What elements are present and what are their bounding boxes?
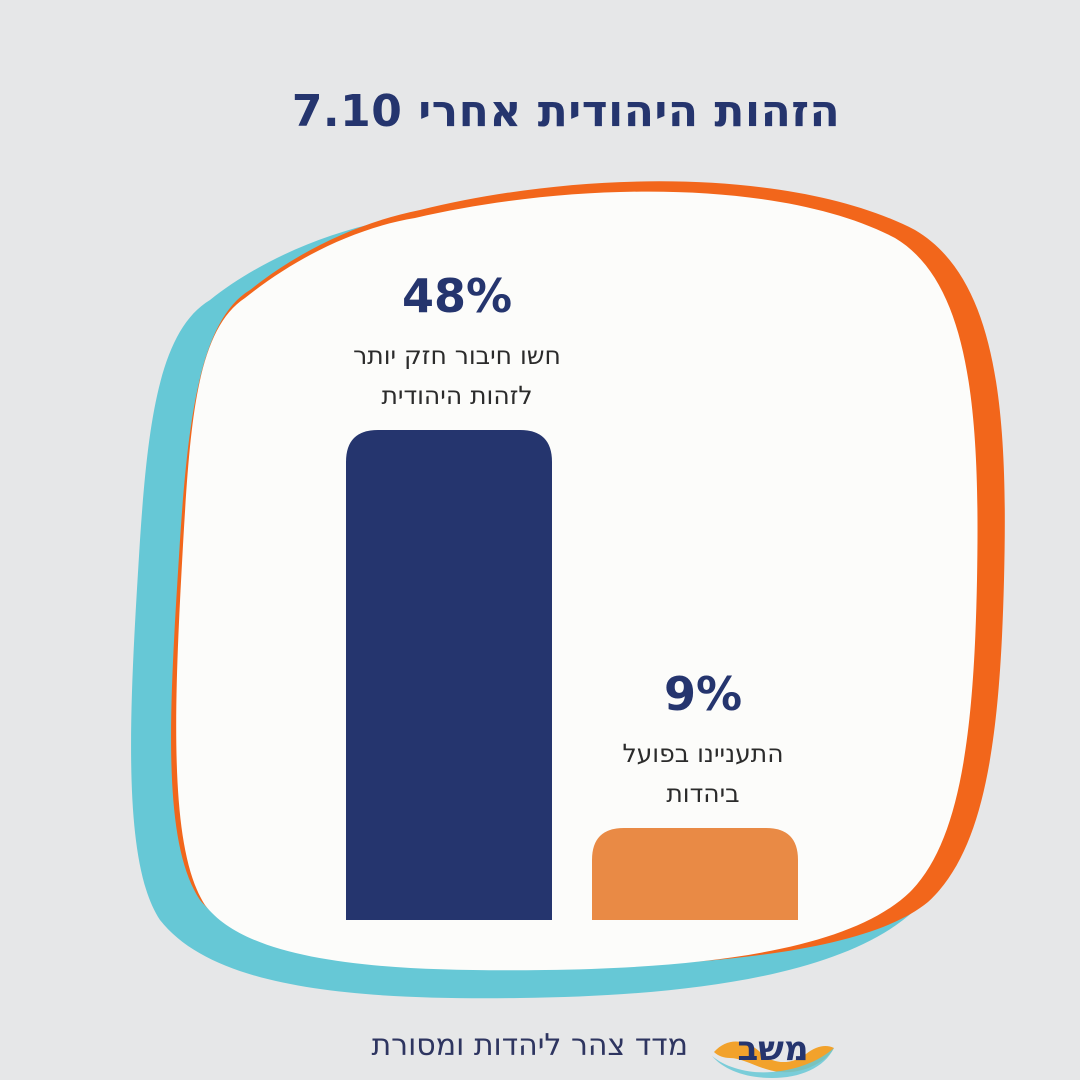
bars-layer: חשו חיבור חזק יותר לזהות היהודית 48% התעניי… <box>346 269 798 920</box>
category-label-2-line-2: ביהדות <box>666 779 739 808</box>
bar-2 <box>592 828 798 920</box>
category-label-2-line-1: התעניינו בפועל <box>622 739 783 768</box>
footer-text: מדד צהר ליהדות ומסורת <box>371 1028 688 1063</box>
value-label-2: 9% <box>664 667 742 721</box>
page-title: הזהות היהודית אחרי 7.10 <box>291 86 841 137</box>
value-label-1: 48% <box>402 269 512 323</box>
mashav-logo: משב <box>712 1029 834 1078</box>
logo-wordmark: משב <box>737 1029 808 1069</box>
bar-1 <box>346 430 552 920</box>
white-blob-panel <box>176 191 978 971</box>
category-label-1-line-1: חשו חיבור חזק יותר <box>353 341 561 370</box>
category-label-1-line-2: לזהות היהודית <box>381 381 532 410</box>
footer: מדד צהר ליהדות ומסורת משב <box>0 1018 1080 1078</box>
